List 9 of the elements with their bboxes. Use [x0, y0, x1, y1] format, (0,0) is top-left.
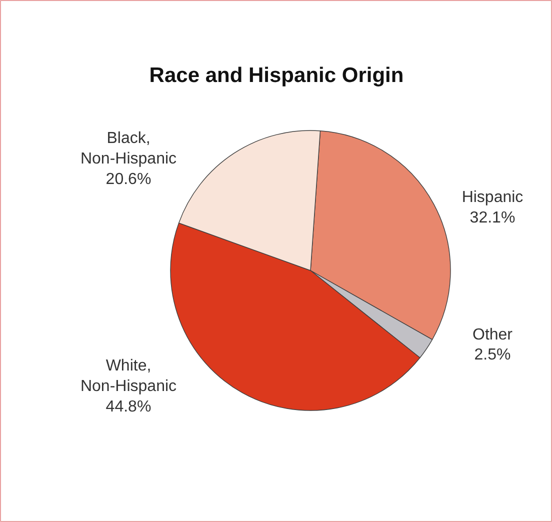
data-label: 44.8% [106, 398, 152, 416]
slice-label: White, Non-Hispanic [80, 358, 177, 396]
slice-label: Other [472, 326, 514, 344]
slice-label: Black, Non-Hispanic [80, 130, 177, 168]
chart-title: Race and Hispanic Origin [149, 64, 404, 87]
slice-label: Hispanic [462, 188, 524, 206]
data-label: 20.6% [106, 170, 152, 188]
data-label: 2.5% [474, 346, 511, 364]
data-label: 32.1% [470, 209, 516, 226]
